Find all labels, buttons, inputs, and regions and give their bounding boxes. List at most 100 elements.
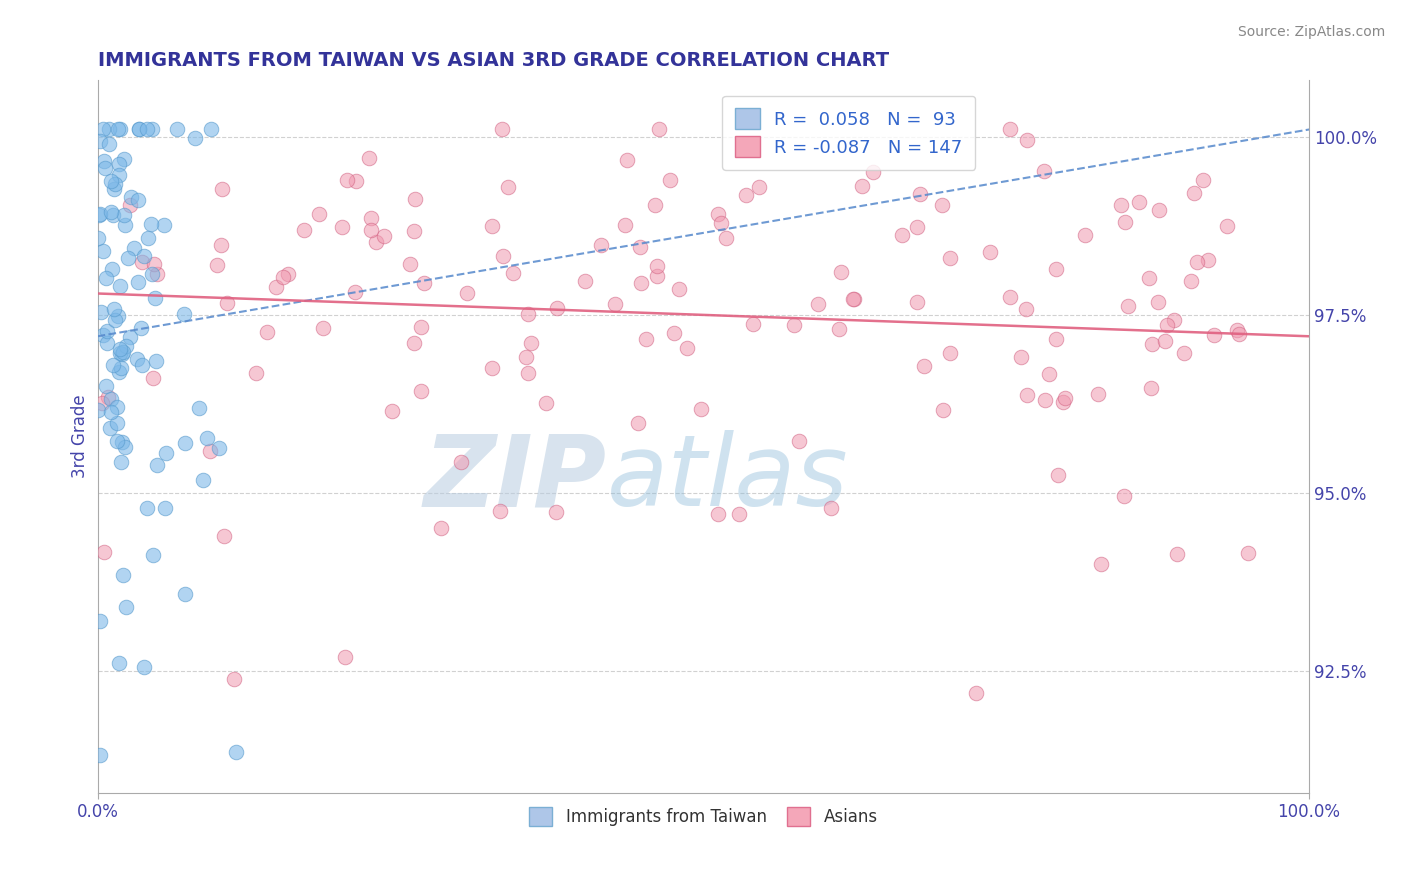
Point (166, 122, 188, 136)
Point (398, 257, 420, 271)
Point (111, 344, 134, 359)
Point (101, 208, 124, 222)
Point (97, 390, 120, 404)
Point (1140, 381, 1163, 395)
Point (644, 198, 666, 212)
Point (107, 656, 129, 670)
Point (488, 504, 510, 518)
Point (212, 529, 235, 543)
Point (135, 501, 157, 516)
Point (209, 238, 232, 252)
Point (1180, 274, 1202, 288)
Point (630, 277, 652, 291)
Point (145, 458, 167, 472)
Point (97, 136, 120, 151)
Point (100, 205, 122, 219)
Point (430, 521, 453, 535)
Point (496, 180, 519, 194)
Point (105, 400, 128, 414)
Point (96, 335, 118, 350)
Point (844, 292, 866, 306)
Point (807, 297, 830, 311)
Point (128, 122, 150, 136)
Point (89, 207, 111, 221)
Point (155, 445, 177, 459)
Point (208, 442, 231, 456)
Point (195, 431, 218, 445)
Point (932, 402, 955, 417)
Point (517, 307, 540, 321)
Point (742, 317, 765, 331)
Point (105, 434, 128, 449)
Point (1140, 336, 1163, 351)
Point (402, 336, 425, 351)
Point (534, 396, 557, 410)
Point (108, 169, 131, 183)
Point (114, 218, 136, 232)
Point (142, 257, 165, 271)
Point (308, 207, 330, 221)
Point (110, 346, 132, 360)
Point (546, 505, 568, 519)
Point (211, 182, 233, 196)
Point (1109, 198, 1132, 212)
Point (131, 358, 153, 372)
Point (120, 197, 142, 211)
Point (519, 336, 541, 351)
Legend: Immigrants from Taiwan, Asians: Immigrants from Taiwan, Asians (520, 798, 886, 834)
Point (134, 660, 156, 674)
Point (1192, 173, 1215, 187)
Point (939, 252, 962, 266)
Point (707, 507, 730, 521)
Point (87, 208, 110, 222)
Point (939, 346, 962, 360)
Point (787, 434, 810, 448)
Point (110, 455, 132, 469)
Point (1046, 467, 1069, 482)
Point (411, 384, 433, 398)
Point (100, 174, 122, 188)
Point (333, 650, 356, 665)
Point (114, 600, 136, 615)
Point (225, 745, 247, 759)
Point (1033, 164, 1056, 178)
Point (1116, 299, 1139, 313)
Point (1166, 547, 1188, 561)
Point (1153, 334, 1175, 348)
Point (1114, 215, 1136, 229)
Point (117, 252, 139, 266)
Point (174, 587, 197, 601)
Point (1128, 194, 1150, 209)
Point (616, 153, 638, 167)
Point (710, 216, 733, 230)
Point (891, 227, 914, 242)
Point (450, 454, 472, 468)
Point (98, 122, 121, 136)
Point (1236, 546, 1258, 560)
Point (96, 324, 118, 338)
Point (645, 269, 668, 284)
Point (735, 187, 758, 202)
Point (145, 354, 167, 368)
Point (402, 224, 425, 238)
Point (152, 218, 174, 232)
Text: IMMIGRANTS FROM TAIWAN VS ASIAN 3RD GRADE CORRELATION CHART: IMMIGRANTS FROM TAIWAN VS ASIAN 3RD GRAD… (97, 51, 889, 70)
Point (312, 321, 335, 335)
Point (111, 567, 134, 582)
Point (1226, 324, 1249, 338)
Point (120, 330, 142, 344)
Point (627, 416, 650, 430)
Point (862, 165, 884, 179)
Point (1216, 219, 1239, 234)
Point (492, 249, 515, 263)
Point (842, 292, 865, 306)
Point (89, 134, 111, 148)
Point (114, 152, 136, 166)
Point (965, 686, 987, 700)
Point (94, 379, 117, 393)
Point (266, 280, 288, 294)
Point (98, 421, 121, 435)
Point (145, 291, 167, 305)
Point (628, 240, 651, 254)
Point (614, 219, 637, 233)
